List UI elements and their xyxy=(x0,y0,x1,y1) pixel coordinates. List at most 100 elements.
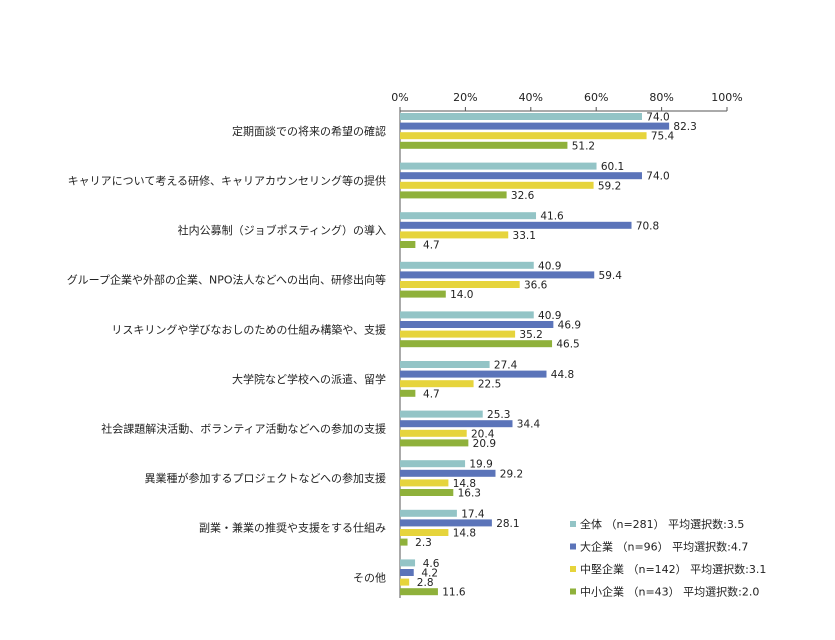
data-label: 59.2 xyxy=(598,180,621,192)
data-label: 44.8 xyxy=(551,369,574,381)
x-tick-label: 0% xyxy=(391,91,408,104)
bar xyxy=(400,361,490,368)
category-label: 副業・兼業の推奨や支援をする仕組み xyxy=(199,521,386,535)
data-label: 19.9 xyxy=(469,459,492,471)
data-label: 2.3 xyxy=(415,537,432,549)
bar xyxy=(400,191,507,199)
bar xyxy=(400,578,410,586)
data-label: 27.4 xyxy=(494,360,518,372)
category-label: その他 xyxy=(353,571,386,584)
data-label: 20.9 xyxy=(473,438,496,450)
data-label: 14.0 xyxy=(450,289,473,301)
data-label: 34.4 xyxy=(517,419,541,431)
bar xyxy=(400,380,474,388)
bar xyxy=(400,519,492,527)
legend-swatch xyxy=(570,521,576,527)
data-label: 82.3 xyxy=(673,121,696,133)
category-label: 定期面談での将来の希望の確認 xyxy=(232,124,386,138)
bar xyxy=(400,460,466,468)
data-label: 36.6 xyxy=(524,280,548,292)
bar xyxy=(400,172,642,180)
bar xyxy=(400,122,670,130)
data-label: 46.9 xyxy=(558,320,581,332)
x-tick-label: 60% xyxy=(584,91,608,104)
data-label: 35.2 xyxy=(519,329,542,341)
category-label: 大学院など学校への派遣、留学 xyxy=(232,372,386,386)
data-label: 4.2 xyxy=(421,568,438,580)
bar xyxy=(400,429,467,437)
legend: 全体 （n=281） 平均選択数:3.5 大企業 （n=96） 平均選択数:4.7… xyxy=(570,517,766,599)
bar xyxy=(400,529,449,536)
bar xyxy=(400,569,414,576)
legend-entry-label: 大企業 （n=96） 平均選択数:4.7 xyxy=(580,540,748,554)
bar xyxy=(400,162,597,170)
bar xyxy=(400,290,446,298)
data-label: 74.0 xyxy=(646,171,669,183)
bar xyxy=(400,271,595,279)
data-label: 59.4 xyxy=(599,270,623,282)
x-tick-label: 40% xyxy=(519,91,543,104)
legend-entry-label: 中堅企業 （n=142） 平均選択数:3.1 xyxy=(580,562,766,576)
legend-swatch xyxy=(570,588,576,595)
bar xyxy=(400,489,454,496)
bar xyxy=(400,509,457,517)
data-label: 14.8 xyxy=(453,478,476,490)
x-axis-ticks: 0% 20% 40% 60% 80% 100% xyxy=(391,91,742,104)
data-label: 4.7 xyxy=(423,240,440,252)
data-label: 60.1 xyxy=(601,161,624,173)
bar xyxy=(400,261,534,269)
category-label: リスキリングや学びなおしのための仕組み構築や、支援 xyxy=(111,322,386,336)
bar xyxy=(400,420,513,428)
legend-entry-label: 全体 （n=281） 平均選択数:3.5 xyxy=(580,517,744,531)
data-label: 41.6 xyxy=(540,211,564,223)
data-label: 75.4 xyxy=(651,131,675,143)
data-label: 74.0 xyxy=(646,112,669,124)
bar xyxy=(400,370,547,378)
bar xyxy=(400,588,438,596)
data-label: 22.5 xyxy=(478,379,501,391)
data-label: 40.9 xyxy=(538,260,561,272)
legend-swatch xyxy=(570,566,576,572)
data-label: 16.3 xyxy=(458,488,481,500)
legend-swatch xyxy=(570,543,576,550)
bar xyxy=(400,479,449,487)
data-label: 32.6 xyxy=(511,190,535,202)
data-label: 25.3 xyxy=(487,409,510,421)
bar xyxy=(400,439,469,447)
bar xyxy=(400,311,534,319)
bar xyxy=(400,181,594,189)
x-tick-label: 100% xyxy=(711,91,742,104)
bar xyxy=(400,340,553,348)
bar xyxy=(400,141,568,149)
bar xyxy=(400,469,496,477)
bars xyxy=(400,113,670,596)
category-label: 社内公募制（ジョブポスティング）の導入 xyxy=(178,223,386,237)
bar xyxy=(400,212,537,220)
bar xyxy=(400,410,483,418)
category-label: キャリアについて考える研修、キャリアカウンセリング等の提供 xyxy=(68,174,386,188)
category-label: 社会課題解決活動、ボランティア活動などへの参加の支援 xyxy=(101,422,386,436)
data-label: 17.4 xyxy=(461,508,485,520)
bar xyxy=(400,241,416,248)
bar xyxy=(400,221,632,229)
bar xyxy=(400,132,647,140)
legend-entry-label: 中小企業 （n=43） 平均選択数:2.0 xyxy=(580,585,759,599)
data-label: 51.2 xyxy=(572,140,595,152)
category-label: グループ企業や外部の企業、NPO法人などへの出向、研修出向等 xyxy=(67,273,386,287)
data-label: 11.6 xyxy=(442,587,466,599)
category-labels: 定期面談での将来の希望の確認キャリアについて考える研修、キャリアカウンセリング等… xyxy=(67,124,386,584)
category-label: 異業種が参加するプロジェクトなどへの参加支援 xyxy=(145,471,386,485)
bar xyxy=(400,538,408,546)
x-tick-label: 80% xyxy=(649,91,673,104)
data-label: 20.4 xyxy=(471,428,495,440)
data-label: 70.8 xyxy=(636,220,659,232)
data-label: 28.1 xyxy=(496,518,519,530)
data-label: 46.5 xyxy=(556,339,579,351)
data-label: 33.1 xyxy=(513,230,536,242)
data-label: 40.9 xyxy=(538,310,561,322)
bar xyxy=(400,231,509,239)
x-tick-label: 20% xyxy=(453,91,477,104)
bar xyxy=(400,330,516,338)
data-label: 2.8 xyxy=(417,577,434,589)
